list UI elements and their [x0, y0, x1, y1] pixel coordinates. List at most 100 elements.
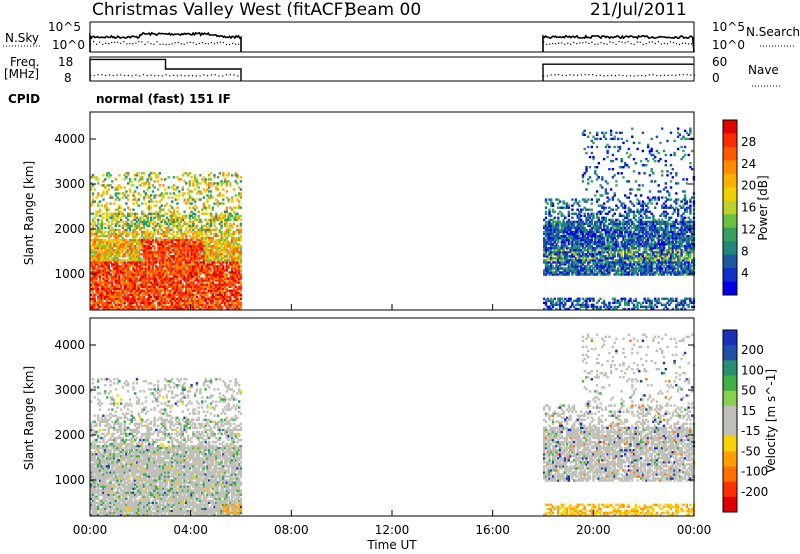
nave-point [123, 74, 126, 77]
power-cell [218, 283, 221, 286]
power-cell [569, 267, 572, 270]
power-cell [156, 259, 160, 262]
power-cell [238, 271, 241, 274]
power-cell [188, 226, 192, 230]
power-cell [151, 271, 155, 274]
power-cell [211, 184, 214, 187]
power-cell [567, 238, 571, 242]
power-cell [572, 222, 576, 226]
power-cell [151, 259, 155, 262]
power-cell [550, 253, 553, 256]
power-cell [130, 247, 133, 250]
power-cell [127, 206, 130, 209]
power-cell [208, 273, 211, 276]
power-cell [590, 255, 593, 258]
power-cell [206, 249, 209, 252]
power-cell [105, 275, 109, 278]
power-cell [107, 220, 110, 224]
power-cell [164, 301, 167, 305]
power-cell [95, 238, 98, 242]
power-cell [135, 265, 139, 268]
nave-point [569, 74, 571, 76]
power-cell [587, 269, 590, 272]
power-cell [114, 273, 118, 276]
power-cell [562, 238, 565, 242]
power-cell [97, 267, 100, 270]
power-cell [153, 240, 156, 244]
power-cell [102, 269, 105, 272]
power-cell [560, 297, 563, 300]
power-cell [149, 303, 153, 307]
power-cell [199, 247, 202, 250]
power-cell [104, 251, 107, 254]
power-cell [193, 265, 197, 268]
power-cell [130, 307, 133, 311]
power-cell [223, 178, 227, 181]
power-cell [114, 271, 118, 274]
power-cell [225, 228, 228, 232]
power-cell [148, 297, 151, 300]
power-cell [206, 273, 209, 276]
power-cell [595, 212, 599, 215]
power-cell [109, 299, 112, 302]
power-cell [144, 232, 147, 236]
power-cell [107, 281, 110, 284]
nave-point [644, 75, 647, 77]
power-cell [550, 236, 553, 240]
power-cell [590, 269, 593, 272]
power-cell [230, 174, 234, 177]
power-cell [176, 240, 179, 244]
power-cell [576, 216, 579, 219]
power-cell [112, 267, 116, 270]
power-cell [602, 224, 606, 228]
power-cell [218, 285, 221, 288]
power-cell [153, 283, 156, 286]
power-cell [181, 251, 184, 254]
power-cell [574, 271, 578, 274]
power-cell [594, 251, 597, 254]
power-cell [135, 226, 139, 230]
power-cell [216, 194, 220, 197]
power-cell [186, 230, 190, 234]
power-cell [201, 255, 204, 258]
power-cell [197, 228, 200, 232]
power-cell [213, 271, 216, 274]
power-cell [193, 283, 197, 286]
power-cell [127, 245, 130, 248]
power-cell [95, 259, 98, 262]
power-cell [206, 297, 209, 300]
nave-point [135, 74, 137, 76]
nave-point [154, 75, 156, 77]
power-cell [156, 281, 160, 284]
power-cell [116, 295, 119, 298]
power-cell [216, 251, 220, 254]
power-cell [162, 194, 165, 197]
power-cell [111, 275, 114, 278]
power-cell [95, 293, 98, 296]
power-cell [211, 216, 214, 219]
nave-point [127, 74, 129, 77]
power-cell [239, 283, 243, 286]
power-cell [114, 194, 118, 197]
cpid-label: CPID [8, 92, 40, 106]
power-cell [183, 277, 186, 280]
power-cell [199, 265, 202, 268]
power-cell [185, 251, 188, 254]
power-cell [608, 210, 611, 213]
power-cell [571, 265, 574, 268]
power-cell [220, 307, 223, 311]
power-cell [135, 263, 139, 266]
power-cell [195, 247, 199, 250]
power-cell [585, 216, 588, 219]
power-cell [238, 236, 241, 240]
power-cell [174, 242, 177, 246]
power-cell [127, 279, 130, 282]
power-cell [608, 145, 611, 149]
power-cell [109, 230, 112, 234]
power-cell [592, 216, 595, 219]
power-cell [174, 251, 177, 254]
power-cell [227, 180, 230, 183]
power-cell [114, 198, 118, 201]
power-cell [234, 295, 237, 298]
power-cell [139, 253, 142, 256]
